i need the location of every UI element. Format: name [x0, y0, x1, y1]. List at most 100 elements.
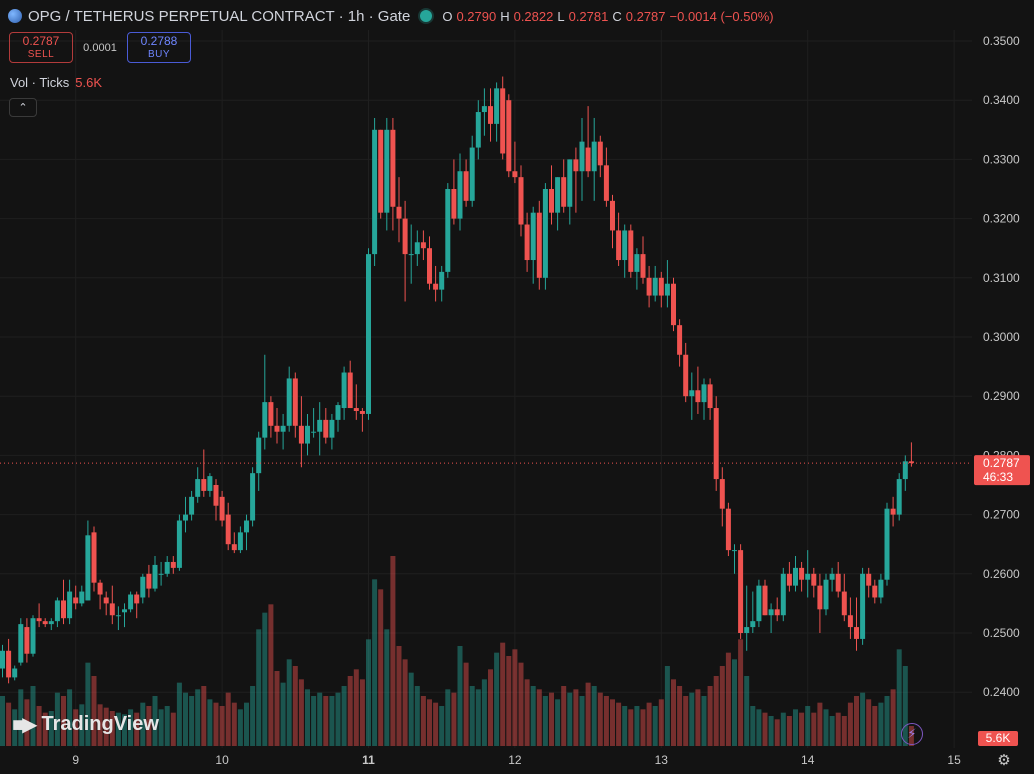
chevron-up-icon[interactable]: ⌃ — [9, 98, 37, 117]
volume-bar — [829, 716, 835, 746]
candle-body — [872, 585, 878, 598]
volume-bar — [530, 686, 536, 746]
gear-icon[interactable]: ⚙ — [997, 752, 1011, 769]
volume-bar — [250, 686, 256, 746]
volume-bar — [317, 692, 323, 746]
volume-bar — [18, 689, 24, 746]
volume-bar — [335, 692, 341, 746]
candle-body — [91, 532, 97, 583]
price-tick-label: 0.3400 — [983, 93, 1020, 107]
price-axis[interactable]: 0.3500 0.3400 0.3300 0.3200 0.3100 0.3000 0.29… — [974, 34, 1030, 746]
candle-body — [213, 485, 219, 506]
candle-body — [225, 514, 231, 545]
volume-bar — [841, 716, 847, 746]
high-label: H — [500, 8, 510, 24]
volume-bar — [793, 709, 798, 746]
volume-bar — [469, 686, 475, 746]
candle-body — [152, 564, 158, 589]
volume-bar — [854, 696, 859, 746]
volume-bar — [555, 699, 561, 746]
time-tick-label: 14 — [801, 753, 815, 767]
volume-legend[interactable]: Vol · Ticks 5.6K — [10, 75, 102, 90]
volume-bar — [488, 669, 493, 746]
volume-bar — [225, 692, 231, 746]
symbol-title[interactable]: OPG / TETHERUS PERPETUAL CONTRACT · 1h ·… — [28, 7, 411, 25]
candle-body — [585, 147, 591, 172]
volume-bar — [610, 699, 615, 746]
volume-bar — [890, 689, 896, 746]
close-label: C — [612, 8, 622, 24]
volume-bar — [195, 689, 201, 746]
candle-body — [768, 609, 774, 616]
candle-body — [311, 431, 317, 433]
candle-body — [384, 129, 390, 213]
candle-body — [195, 479, 201, 497]
volume-bar — [646, 702, 652, 746]
volume-bar — [427, 699, 432, 746]
price-tick-label: 0.3100 — [983, 271, 1020, 285]
low-value: 0.2781 — [568, 8, 609, 24]
candle-body — [689, 390, 695, 397]
volume-bar — [640, 709, 646, 746]
candle-body — [122, 609, 127, 613]
spread-value: 0.0001 — [83, 41, 117, 54]
volume-bar — [305, 689, 310, 746]
price-tick-label: 0.2500 — [983, 626, 1020, 640]
price-tick-label: 0.2600 — [983, 567, 1020, 581]
volume-bar — [518, 662, 524, 746]
volume-bar — [475, 689, 481, 746]
volume-tag — [978, 731, 1018, 746]
candle-body — [707, 384, 713, 409]
volume-bar — [390, 556, 396, 746]
open-value: 0.2790 — [456, 8, 497, 24]
volume-bar — [140, 702, 146, 746]
candle-body — [866, 573, 872, 586]
candle-body — [97, 582, 103, 595]
candle-body — [793, 567, 798, 586]
volume-bar — [298, 679, 304, 746]
volume-bar — [292, 666, 298, 746]
candle-body — [744, 627, 750, 633]
volume-bar — [134, 712, 140, 746]
candle-body — [378, 129, 384, 213]
last-price-label: 0.2787 — [983, 456, 1020, 470]
candle-body — [664, 283, 670, 296]
time-axis[interactable]: 9 10 11 12 13 14 15 — [72, 753, 961, 767]
volume-bar — [719, 666, 725, 746]
candle-body — [597, 141, 603, 166]
candle-body — [488, 106, 493, 124]
volume-bar — [280, 682, 286, 746]
volume-bar — [341, 686, 347, 746]
candle-body — [176, 520, 182, 568]
sell-button[interactable]: 0.2787 SELL — [9, 32, 73, 63]
buy-button[interactable]: 0.2788 BUY — [127, 32, 191, 63]
candle-body — [140, 576, 146, 598]
time-tick-label: 10 — [215, 753, 229, 767]
candle-body — [634, 254, 640, 272]
lightning-icon[interactable]: ⚡ — [901, 723, 923, 745]
candle-body — [732, 550, 737, 552]
candle-body — [274, 425, 280, 432]
candle-body — [542, 189, 548, 278]
candle-body — [713, 408, 719, 480]
volume-bar — [347, 676, 353, 746]
volume-bar — [774, 719, 780, 746]
volume-bar — [408, 672, 414, 746]
candle-body — [268, 402, 274, 426]
candle-body — [646, 277, 652, 296]
volume-bar — [384, 629, 390, 746]
volume-bar — [658, 699, 664, 746]
market-status-icon[interactable] — [420, 10, 433, 22]
candle-body — [305, 425, 310, 444]
volume-bar — [219, 706, 225, 746]
candle-body — [719, 479, 725, 509]
volume-bar — [207, 699, 213, 746]
candle-body — [622, 230, 628, 261]
candle-body — [549, 189, 554, 213]
candle-body — [298, 425, 304, 444]
candle-body — [756, 585, 762, 622]
price-tick-label: 0.3300 — [983, 152, 1020, 166]
volume-bar — [366, 639, 371, 746]
volume-bar — [713, 676, 719, 746]
